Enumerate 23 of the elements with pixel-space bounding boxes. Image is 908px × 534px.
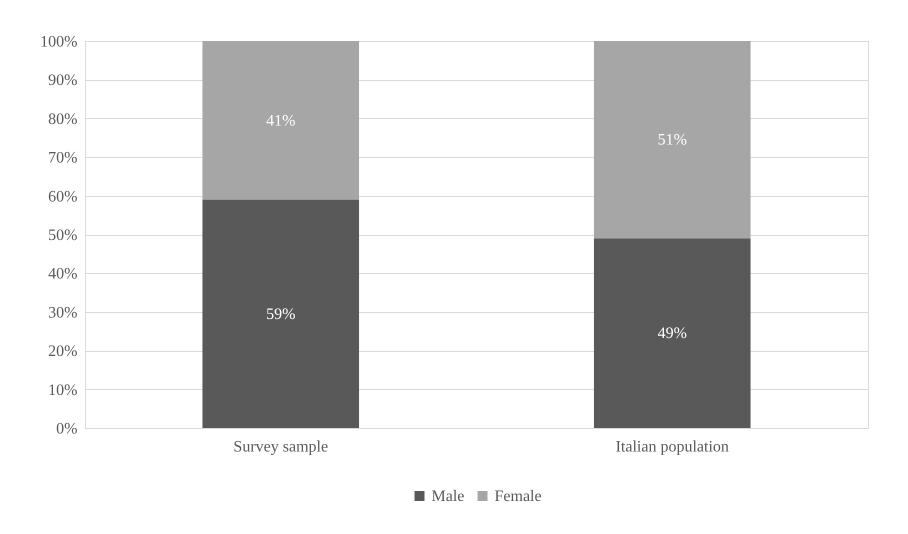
legend-label: Female: [494, 488, 542, 505]
x-tick-label: Survey sample: [233, 438, 328, 456]
y-tick-label: 10%: [48, 382, 78, 399]
bar: [594, 41, 751, 238]
y-tick-label: 70%: [48, 150, 78, 167]
y-tick-label: 40%: [48, 266, 78, 283]
y-tick-label: 20%: [48, 343, 78, 360]
y-tick-label: 0%: [56, 420, 78, 438]
y-tick-label: 90%: [48, 72, 78, 90]
bar: [202, 200, 360, 428]
x-tick-label: Italian population: [616, 438, 729, 456]
data-label: 41%: [266, 112, 296, 130]
y-tick-label: 80%: [48, 110, 78, 128]
legend-label: Male: [432, 488, 464, 505]
bar: [594, 238, 751, 428]
data-label: 59%: [266, 306, 296, 323]
data-label: 51%: [658, 132, 687, 149]
y-tick-label: 60%: [48, 188, 78, 206]
data-label: 49%: [658, 325, 687, 342]
y-tick-label: 50%: [48, 227, 78, 244]
y-tick-label: 30%: [48, 304, 78, 322]
y-tick-label: 100%: [40, 34, 78, 50]
bar: [202, 41, 360, 200]
